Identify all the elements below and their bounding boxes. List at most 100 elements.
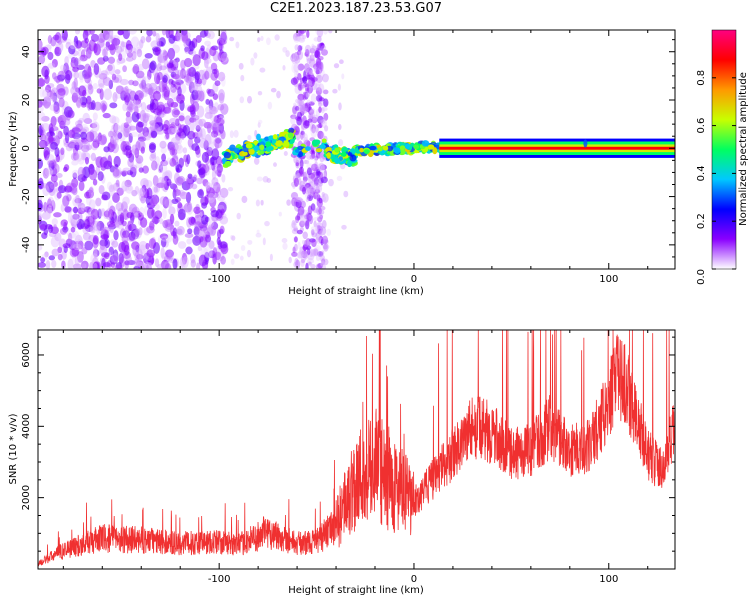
heatmap-cell [168, 123, 176, 132]
heatmap-cell [183, 57, 193, 68]
heatmap-cell [310, 93, 317, 104]
heatmap-cell [209, 109, 216, 121]
colorbar-tick-label: 0.6 [696, 118, 707, 134]
heatmap-cell [250, 57, 255, 66]
heatmap-cell [134, 101, 143, 108]
heatmap-cell [118, 241, 126, 253]
heatmap-cell [195, 124, 201, 132]
heatmap-cell [97, 78, 105, 88]
heatmap-cell [293, 227, 299, 232]
heatmap-cell [86, 95, 92, 105]
heatmap-cell [139, 244, 146, 255]
heatmap-cell [133, 265, 141, 269]
heatmap-cell [315, 188, 320, 199]
heatmap-cell [140, 35, 146, 44]
heatmap-cell [101, 48, 107, 57]
heatmap-cell [219, 215, 229, 225]
heatmap-cell [74, 30, 81, 35]
heatmap-cell [38, 99, 43, 108]
heatmap-cell [70, 152, 78, 162]
heatmap-cell [194, 214, 203, 225]
heatmap-cell [115, 45, 123, 54]
heatmap-cell [305, 91, 310, 98]
heatmap-cell [92, 83, 98, 90]
heatmap-cell [141, 79, 147, 90]
heatmap-cell [125, 254, 132, 265]
heatmap-cell [103, 88, 113, 101]
heatmap-cell [176, 93, 185, 104]
heatmap-cell [142, 165, 149, 174]
heatmap-cell [161, 70, 169, 76]
heatmap-cell [79, 54, 88, 62]
heatmap-cell [172, 258, 178, 269]
heatmap-cell [296, 251, 303, 259]
heatmap-cell [290, 117, 296, 125]
heatmap-cell [38, 39, 42, 50]
heatmap-cell [196, 177, 203, 185]
heatmap-cell [67, 258, 74, 269]
heatmap-cell [314, 83, 321, 91]
heatmap-cell [208, 107, 217, 115]
heatmap-cell [101, 251, 110, 258]
heatmap-cell [90, 253, 99, 265]
heatmap-cell [153, 242, 160, 254]
heatmap-cell [305, 262, 309, 269]
heatmap-cell [213, 102, 220, 113]
heatmap-cell [304, 63, 310, 72]
heatmap-cell [128, 132, 133, 144]
heatmap-cell [56, 88, 66, 100]
heatmap-cell [334, 147, 340, 153]
heatmap-cell [163, 175, 169, 182]
heatmap-cell [248, 148, 255, 155]
heatmap-cell [315, 66, 323, 75]
heatmap-cell [310, 226, 318, 231]
heatmap-cell [313, 157, 318, 162]
heatmap-cell [318, 205, 326, 211]
colorbar-ticks: 0.0 0.2 0.4 0.6 0.8 [696, 70, 736, 285]
heatmap-cell [152, 90, 161, 101]
heatmap-cell [205, 98, 210, 105]
heatmap-cell [136, 48, 143, 58]
heatmap-cell [393, 147, 398, 153]
heatmap-cell [159, 218, 164, 225]
heatmap-cell [82, 89, 87, 97]
heatmap-cell [99, 245, 108, 255]
heatmap-cell [305, 197, 310, 203]
heatmap-cell [38, 262, 47, 268]
heatmap-cell [169, 117, 178, 124]
heatmap-cell [127, 157, 134, 168]
heatmap-cell [52, 72, 57, 80]
heatmap-cell [296, 197, 303, 203]
heatmap-cell [89, 30, 96, 35]
heatmap-cell [302, 180, 308, 185]
heatmap-cell [142, 85, 148, 97]
heatmap-cell [141, 58, 150, 70]
heatmap-cell [57, 39, 62, 45]
heatmap-cell [326, 228, 332, 237]
heatmap-cell [108, 30, 114, 40]
heatmap-cell [101, 102, 106, 113]
heatmap-cell [124, 179, 132, 188]
heatmap-cell [154, 122, 160, 128]
heatmap-cell [322, 193, 329, 203]
heatmap-cell [68, 240, 75, 250]
heatmap-cell [421, 140, 430, 147]
heatmap-cell [131, 144, 139, 154]
heatmap-cell [297, 50, 304, 60]
heatmap-cell [186, 154, 191, 165]
heatmap-cell [161, 177, 168, 188]
heatmap-cell [48, 255, 56, 261]
heatmap-cell [176, 225, 185, 236]
heatmap-cell [125, 56, 134, 62]
heatmap-cell [318, 42, 324, 51]
heatmap-cell [191, 143, 200, 152]
heatmap-cell [60, 203, 65, 212]
colorbar-label: Normalized spectral amplitude [738, 72, 749, 226]
heatmap-cell [77, 207, 86, 215]
heatmap-cell [315, 47, 320, 55]
heatmap-cell [137, 249, 143, 260]
heatmap-cell [161, 30, 167, 36]
heatmap-cell [200, 45, 205, 52]
heatmap-cell [38, 202, 43, 212]
heatmap-cell [282, 242, 288, 250]
